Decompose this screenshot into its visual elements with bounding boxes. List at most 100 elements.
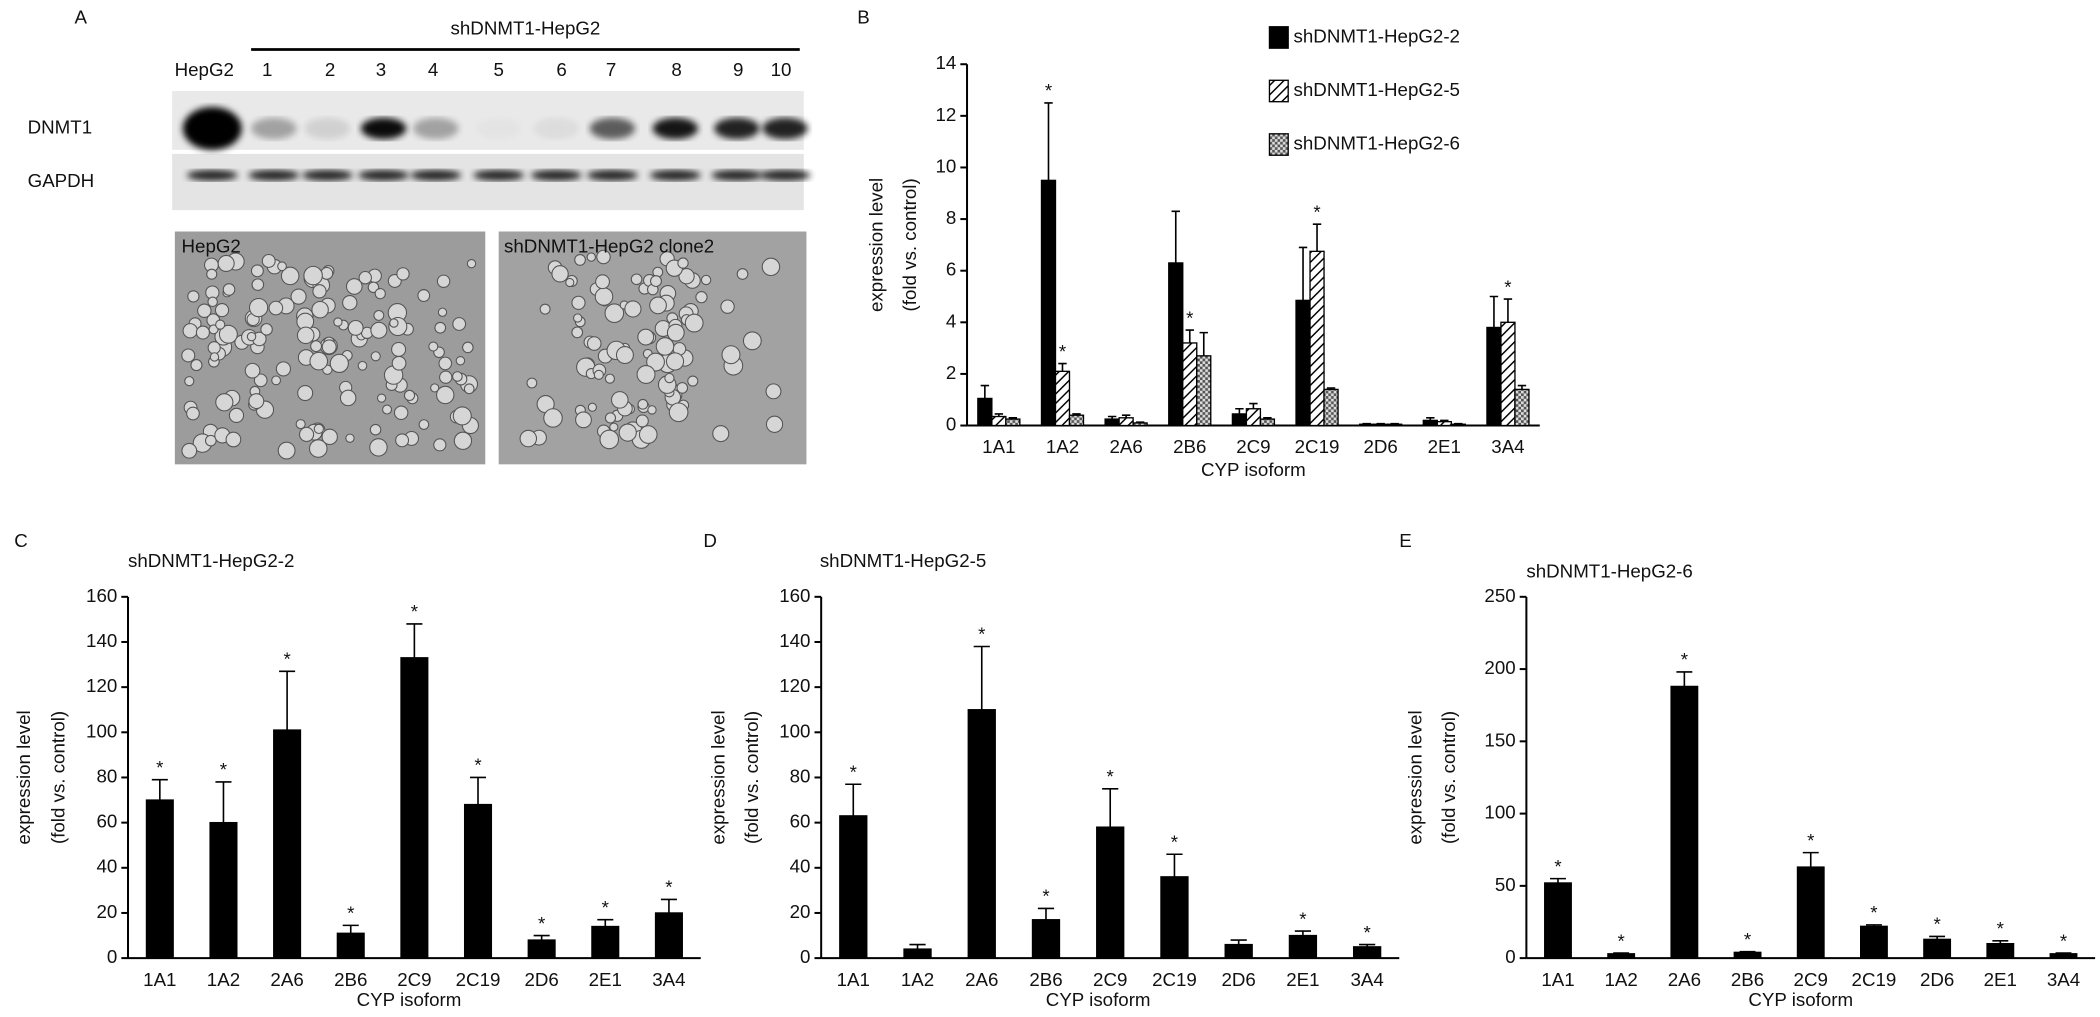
bar [1118,417,1134,427]
bar [1031,919,1061,959]
error-bar [1008,416,1018,420]
cell [700,274,712,286]
cell [207,341,221,355]
significance-mark: * [347,903,354,924]
error-bar [1454,422,1463,425]
cell [280,266,300,286]
cell [217,254,235,272]
cell [712,425,730,443]
bar [1323,388,1339,427]
error-bar [1166,853,1183,877]
error-bar [1102,787,1119,828]
error-bar [1185,329,1194,343]
bar [1422,419,1438,427]
x-tick-label: 2B6 [334,969,367,990]
y-tick-label: 100 [779,720,810,741]
x-tick-label: 2C19 [1852,969,1897,990]
x-tick-label: 2A6 [1668,969,1701,990]
cell [615,346,634,365]
error-bar [215,781,232,823]
cell [593,369,604,380]
bar [1514,388,1530,427]
cell [248,297,269,318]
error-bar [533,934,550,941]
bar [1040,179,1057,427]
cell [215,319,226,330]
blot-band [589,117,636,140]
cell [214,303,230,318]
y-axis-label: expression level [707,710,728,844]
cell [373,309,385,321]
cell [453,431,473,450]
cell [370,351,381,362]
bar [1923,938,1952,959]
y-tick-label: 60 [790,811,811,832]
error-bar [1426,416,1435,421]
chart-title: shDNMT1-HepG2-5 [820,550,986,571]
significance-mark: * [978,624,985,645]
blot-band [251,117,297,140]
error-bar [1440,419,1449,422]
legend-label: shDNMT1-HepG2-2 [1294,25,1460,46]
x-tick-label: 3A4 [2047,969,2080,990]
panel-letter: E [1399,530,1412,551]
cell [347,319,364,336]
y-tick-label: 160 [779,585,810,606]
cell [596,249,611,265]
cell [430,383,440,393]
bar [1104,418,1120,427]
cell [310,340,323,353]
error-bar [1802,851,1819,868]
cell [678,268,695,285]
y-axis-label: (fold vs. control) [1438,711,1459,844]
error-bar [1359,943,1376,947]
row-label: DNMT1 [28,116,92,137]
cell [271,375,281,386]
y-tick-label: 250 [1484,585,1515,606]
cell [586,336,602,351]
cell [539,303,551,315]
bar [1544,882,1572,959]
cell [275,361,292,377]
cell [277,441,296,460]
error-bar [1613,952,1630,954]
error-bar [1739,950,1756,953]
x-tick-label: 2B6 [1731,969,1764,990]
bar [1259,418,1276,427]
bar [463,803,493,959]
cell [437,307,448,317]
error-bar [1294,930,1312,936]
significance-mark: * [850,761,857,782]
bar [1160,876,1189,959]
blot-band [586,169,638,181]
x-tick-label: 3A4 [1350,969,1383,990]
cell [312,284,327,299]
x-tick-label: 1A2 [901,969,934,990]
chart-title: shDNMT1-HepG2-2 [128,550,294,571]
lane-label: 7 [606,59,616,80]
group-label: shDNMT1-HepG2 [451,17,601,38]
error-bar [1171,210,1180,263]
x-tick-label: 1A2 [207,969,240,990]
y-tick-label: 200 [1484,657,1515,678]
cell [624,300,642,318]
y-tick-label: 40 [790,856,811,877]
y-tick-label: 10 [936,155,957,176]
error-bar [1362,422,1371,425]
y-tick-label: 100 [1484,802,1515,823]
significance-mark: * [1186,307,1193,328]
cell [519,429,538,448]
x-tick-label: 1A1 [982,436,1015,457]
lane-label: 10 [771,59,792,80]
lane-label: HepG2 [175,59,234,80]
blot-band [301,169,353,181]
cell [329,353,349,374]
cell [436,274,451,289]
error-bar [406,623,423,658]
y-tick-label: 100 [86,720,117,741]
y-tick-label: 0 [800,946,810,967]
bar [1500,321,1516,427]
cell [309,351,329,371]
bar [1132,422,1148,427]
